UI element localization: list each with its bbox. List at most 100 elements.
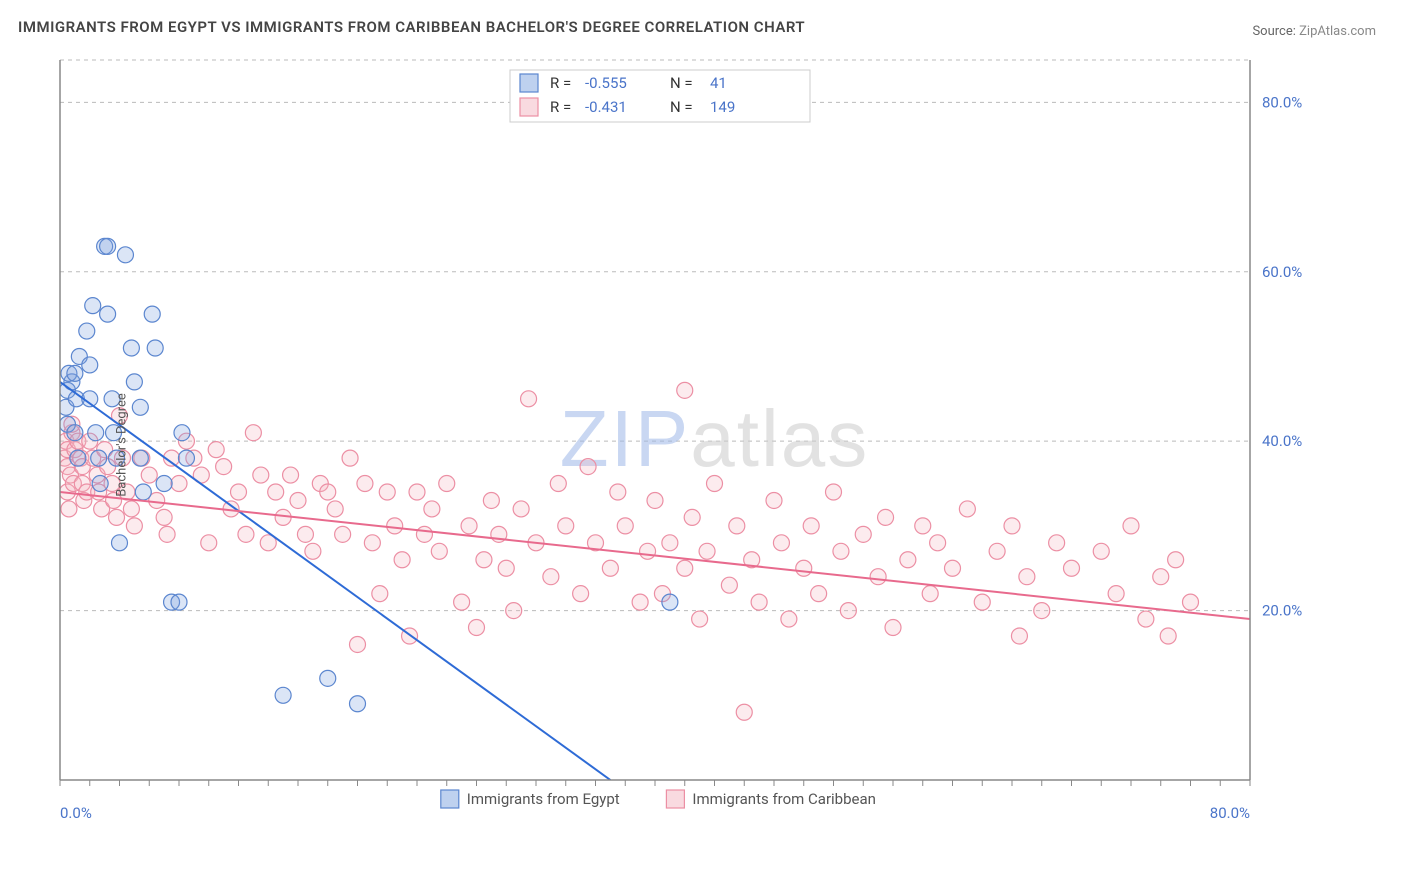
legend-swatch [520, 74, 538, 92]
caribbean-point [959, 501, 975, 517]
caribbean-point [692, 611, 708, 627]
caribbean-point [208, 442, 224, 458]
caribbean-point [245, 425, 261, 441]
caribbean-point [156, 509, 172, 525]
caribbean-point [231, 484, 247, 500]
stat-n-label: N = [670, 74, 693, 92]
caribbean-point [1168, 552, 1184, 568]
caribbean-point [1004, 518, 1020, 534]
stat-n-value: 149 [710, 98, 735, 116]
caribbean-point [171, 476, 187, 492]
egypt-point [112, 535, 128, 551]
caribbean-point [640, 543, 656, 559]
caribbean-point [543, 569, 559, 585]
caribbean-point [1183, 594, 1199, 610]
egypt-point [174, 425, 190, 441]
caribbean-point [476, 552, 492, 568]
caribbean-point [327, 501, 343, 517]
caribbean-point [699, 543, 715, 559]
caribbean-point [721, 577, 737, 593]
egypt-point [662, 594, 678, 610]
stat-r-value: -0.431 [585, 98, 627, 116]
caribbean-point [855, 526, 871, 542]
caribbean-point [989, 543, 1005, 559]
egypt-point [79, 323, 95, 339]
caribbean-point [677, 560, 693, 576]
caribbean-point [900, 552, 916, 568]
egypt-point [275, 687, 291, 703]
watermark: ZIPatlas [560, 394, 869, 483]
caribbean-point [1064, 560, 1080, 576]
stat-n-label: N = [670, 98, 693, 116]
egypt-point [100, 306, 116, 322]
caribbean-point [736, 704, 752, 720]
egypt-point [91, 450, 107, 466]
caribbean-point [123, 501, 139, 517]
caribbean-point [483, 492, 499, 508]
y-tick-label: 60.0% [1262, 263, 1302, 281]
caribbean-point [610, 484, 626, 500]
caribbean-point [439, 476, 455, 492]
caribbean-point [751, 594, 767, 610]
caribbean-point [684, 509, 700, 525]
egypt-point [135, 484, 151, 500]
caribbean-point [781, 611, 797, 627]
caribbean-point [826, 484, 842, 500]
caribbean-point [915, 518, 931, 534]
caribbean-point [558, 518, 574, 534]
caribbean-point [1123, 518, 1139, 534]
caribbean-point [602, 560, 618, 576]
caribbean-point [870, 569, 886, 585]
caribbean-point [109, 509, 125, 525]
caribbean-point [387, 518, 403, 534]
legend-swatch [666, 790, 684, 808]
y-tick-label: 80.0% [1262, 93, 1302, 111]
legend-label: Immigrants from Caribbean [692, 790, 876, 808]
egypt-point [82, 357, 98, 373]
stat-r-label: R = [550, 74, 571, 92]
source-link[interactable]: ZipAtlas.com [1299, 24, 1376, 39]
caribbean-point [922, 586, 938, 602]
legend-swatch [441, 790, 459, 808]
caribbean-point [409, 484, 425, 500]
caribbean-point [297, 526, 313, 542]
egypt-point [320, 670, 336, 686]
source-attribution: Source: ZipAtlas.com [1252, 24, 1376, 39]
x-tick-label: 0.0% [60, 804, 92, 822]
caribbean-point [840, 603, 856, 619]
caribbean-point [364, 535, 380, 551]
caribbean-point [498, 560, 514, 576]
caribbean-point [320, 484, 336, 500]
caribbean-trendline [60, 492, 1250, 619]
egypt-point [88, 425, 104, 441]
caribbean-point [238, 526, 254, 542]
egypt-point [156, 476, 172, 492]
egypt-point [92, 476, 108, 492]
egypt-point [67, 425, 83, 441]
y-tick-label: 20.0% [1262, 602, 1302, 620]
source-label: Source: [1252, 24, 1295, 39]
caribbean-point [469, 620, 485, 636]
caribbean-point [350, 636, 366, 652]
stat-n-value: 41 [710, 74, 727, 92]
caribbean-point [201, 535, 217, 551]
caribbean-point [513, 501, 529, 517]
caribbean-point [290, 492, 306, 508]
caribbean-point [335, 526, 351, 542]
caribbean-point [61, 501, 77, 517]
caribbean-point [632, 594, 648, 610]
caribbean-point [677, 382, 693, 398]
caribbean-point [878, 509, 894, 525]
y-axis-label: Bachelor's Degree [114, 393, 129, 497]
caribbean-point [1093, 543, 1109, 559]
egypt-point [85, 298, 101, 314]
caribbean-point [617, 518, 633, 534]
caribbean-point [305, 543, 321, 559]
caribbean-point [1019, 569, 1035, 585]
caribbean-point [550, 476, 566, 492]
caribbean-point [945, 560, 961, 576]
egypt-point [178, 450, 194, 466]
caribbean-point [580, 459, 596, 475]
caribbean-point [766, 492, 782, 508]
caribbean-point [930, 535, 946, 551]
